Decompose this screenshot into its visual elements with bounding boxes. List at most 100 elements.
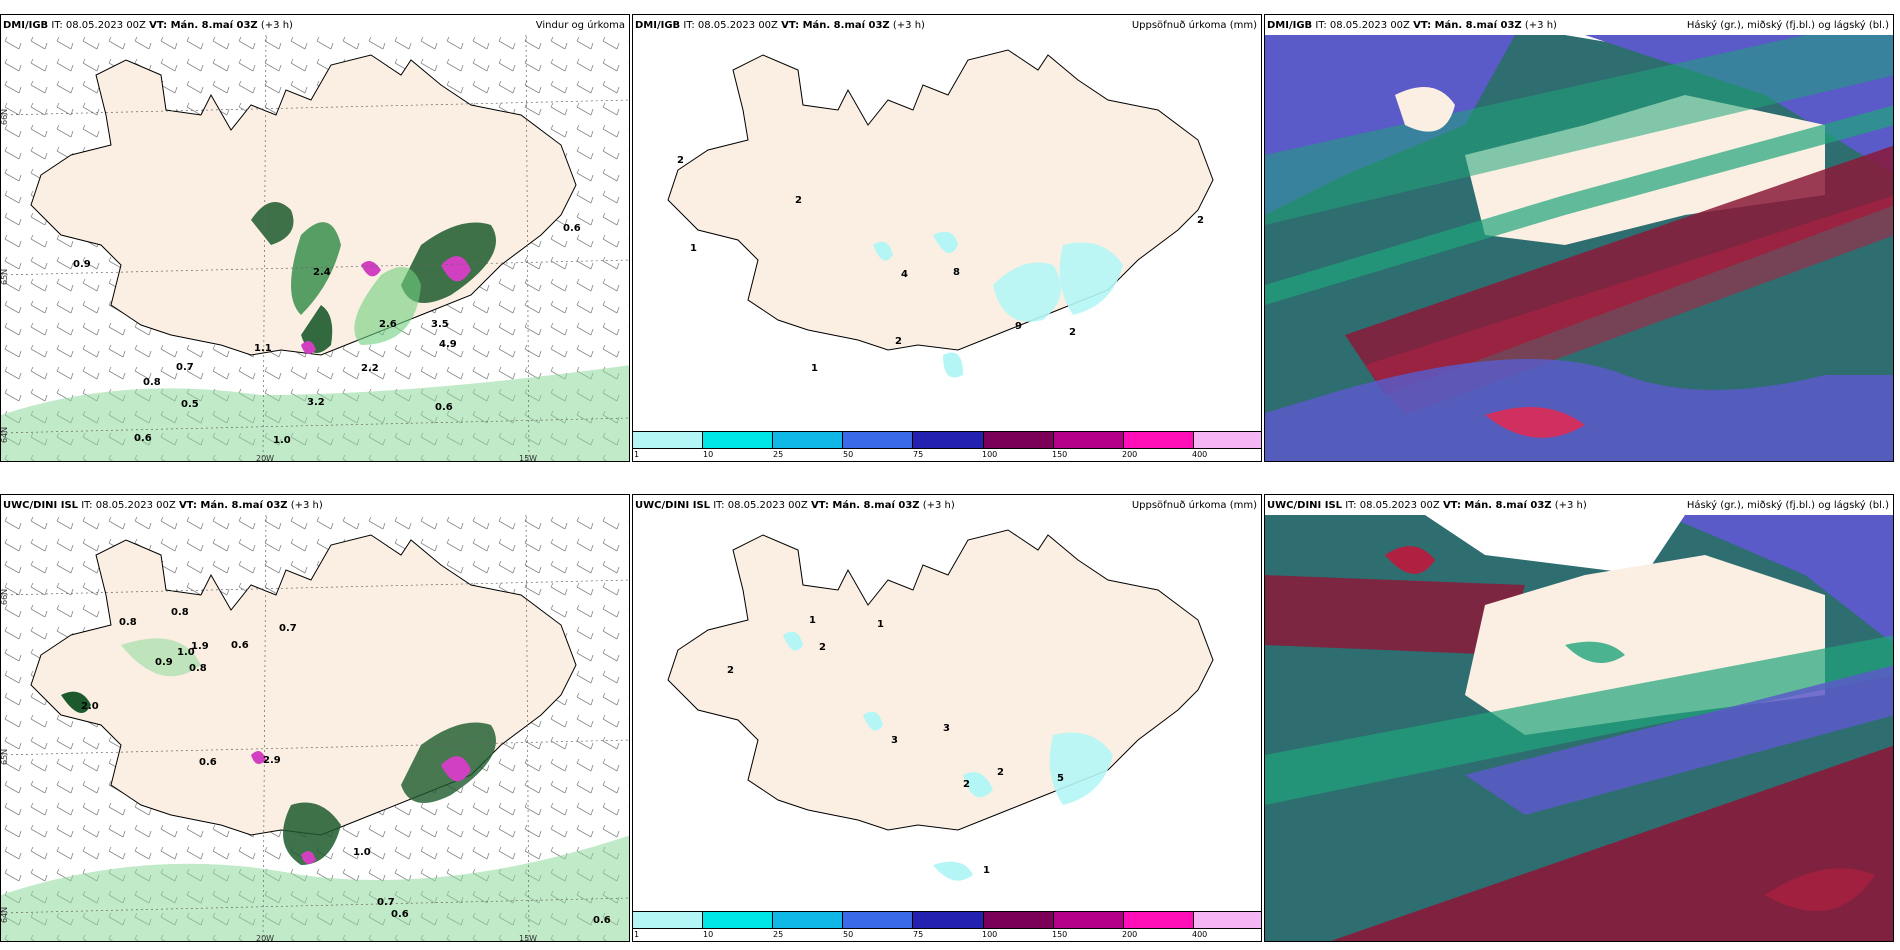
colorbar-tick: 25: [773, 450, 784, 459]
colorbar-tick: 50: [843, 450, 854, 459]
colorbar-swatch: [983, 432, 1054, 448]
lat-label-64n: 64N: [1, 427, 9, 443]
precip-value: 8: [953, 267, 960, 278]
colorbar-swatch: [983, 912, 1054, 928]
precip-value: 4: [901, 269, 908, 280]
precip-value: 3: [891, 735, 898, 746]
panel-title: Vindur og úrkoma: [535, 20, 625, 31]
colorbar-swatch: [1193, 432, 1261, 448]
precip-value: 3: [943, 723, 950, 734]
cloud-map: [1265, 35, 1893, 461]
precip-value: 2: [963, 779, 970, 790]
colorbar-tick: 75: [913, 930, 924, 939]
precip-value: 2: [795, 195, 802, 206]
wind-value: 2.9: [263, 755, 281, 766]
colorbar-swatch: [1053, 432, 1124, 448]
panel-title: Háský (gr.), miðský (fj.bl.) og lágský (…: [1686, 500, 1889, 511]
wind-value: 0.9: [155, 657, 173, 668]
precip-value: 1: [690, 243, 697, 254]
colorbar-swatch: [1123, 432, 1194, 448]
wind-value: 2.2: [361, 363, 379, 374]
panel-clouds-dmi: DMI/IGB IT: 08.05.2023 00Z VT: Mán. 8.ma…: [1264, 14, 1894, 462]
colorbar-swatch: [1053, 912, 1124, 928]
colorbar-tick: 1: [634, 450, 640, 459]
wind-value: 0.7: [279, 623, 297, 634]
lat-label-64n: 64N: [1, 907, 9, 923]
colorbar: [633, 911, 1261, 929]
wind-value: 3.5: [431, 319, 449, 330]
precip-value: 2: [895, 336, 902, 347]
colorbar-tick: 150: [1052, 450, 1068, 459]
colorbar-tick: 200: [1122, 930, 1138, 939]
wind-value: 0.8: [171, 607, 189, 618]
precip-value: 1: [983, 865, 990, 876]
panel-header: UWC/DINI ISL IT: 08.05.2023 00Z VT: Mán.…: [3, 500, 323, 511]
colorbar-ticks: 1 10 25 50 75 100 150 200 400: [633, 449, 1261, 461]
colorbar-tick: 150: [1052, 930, 1068, 939]
colorbar-tick: 200: [1122, 450, 1138, 459]
lat-label-66n: 66N: [1, 589, 9, 605]
colorbar-tick: 400: [1192, 450, 1208, 459]
colorbar-swatch: [1123, 912, 1194, 928]
panel-header: DMI/IGB IT: 08.05.2023 00Z VT: Mán. 8.ma…: [1267, 20, 1557, 31]
panel-wind-precip-dmi: DMI/IGB IT: 08.05.2023 00Z VT: Mán. 8.ma…: [0, 14, 630, 462]
wind-value: 0.7: [176, 362, 194, 373]
precip-value: 2: [819, 642, 826, 653]
colorbar-swatch: [843, 912, 914, 928]
wind-value: 1.0: [273, 435, 291, 446]
precip-value: 2: [1069, 327, 1076, 338]
colorbar-swatch: [913, 432, 984, 448]
wind-map: 66N 65N 64N 20W 15W 0.8 0.8 0.6 0.7 0.9 …: [1, 515, 629, 942]
panel-title: Uppsöfnuð úrkoma (mm): [1131, 500, 1257, 511]
precip-value: 2: [997, 767, 1004, 778]
lon-label-15w: 15W: [519, 454, 537, 462]
colorbar-tick: 25: [773, 930, 784, 939]
wind-value: 1.0: [177, 647, 195, 658]
panel-header: DMI/IGB IT: 08.05.2023 00Z VT: Mán. 8.ma…: [635, 20, 925, 31]
panel-header: UWC/DINI ISL IT: 08.05.2023 00Z VT: Mán.…: [635, 500, 955, 511]
wind-value: 0.6: [563, 223, 581, 234]
cloud-map: [1265, 515, 1893, 941]
wind-value: 1.9: [191, 641, 209, 652]
precip-value: 2: [677, 155, 684, 166]
colorbar-tick: 10: [703, 450, 714, 459]
wind-value: 0.7: [377, 897, 395, 908]
colorbar-swatch: [633, 432, 704, 448]
wind-value: 4.9: [439, 339, 457, 350]
wind-value: 0.8: [189, 663, 207, 674]
panel-accum-precip-dmi: DMI/IGB IT: 08.05.2023 00Z VT: Mán. 8.ma…: [632, 14, 1262, 462]
precip-value: 1: [877, 619, 884, 630]
precip-value: 1: [811, 363, 818, 374]
wind-value: 2.6: [379, 319, 397, 330]
precip-value: 9: [1015, 321, 1022, 332]
precip-map: 2 2 1 3 3 1 2 2 5 1: [667, 529, 1214, 881]
colorbar-swatch: [773, 432, 844, 448]
wind-value: 0.8: [143, 377, 161, 388]
precip-value: 2: [727, 665, 734, 676]
wind-value: 0.5: [181, 399, 199, 410]
lon-label-20w: 20W: [256, 934, 274, 942]
colorbar-swatch: [703, 912, 774, 928]
colorbar-ticks: 1 10 25 50 75 100 150 200 400: [633, 929, 1261, 941]
colorbar-tick: 10: [703, 930, 714, 939]
panel-accum-precip-uwc: UWC/DINI ISL IT: 08.05.2023 00Z VT: Mán.…: [632, 494, 1262, 942]
wind-value: 0.6: [231, 640, 249, 651]
wind-value: 1.0: [353, 847, 371, 858]
wind-value: 0.6: [435, 402, 453, 413]
panel-title: Uppsöfnuð úrkoma (mm): [1131, 20, 1257, 31]
colorbar-swatch: [843, 432, 914, 448]
colorbar-tick: 75: [913, 450, 924, 459]
wind-value: 0.6: [593, 915, 611, 926]
lat-label-66n: 66N: [1, 109, 9, 125]
wind-value: 2.4: [313, 267, 331, 278]
precip-value: 5: [1057, 773, 1064, 784]
wind-value: 2.0: [81, 701, 99, 712]
wind-value: 3.2: [307, 397, 325, 408]
lat-label-65n: 65N: [1, 749, 9, 765]
colorbar-swatch: [773, 912, 844, 928]
precip-map: 2 2 8 4 2 1 9 2 1 2: [667, 49, 1214, 378]
lat-label-65n: 65N: [1, 269, 9, 285]
panel-clouds-uwc: UWC/DINI ISL IT: 08.05.2023 00Z VT: Mán.…: [1264, 494, 1894, 942]
colorbar-swatch: [913, 912, 984, 928]
lon-label-20w: 20W: [256, 454, 274, 462]
